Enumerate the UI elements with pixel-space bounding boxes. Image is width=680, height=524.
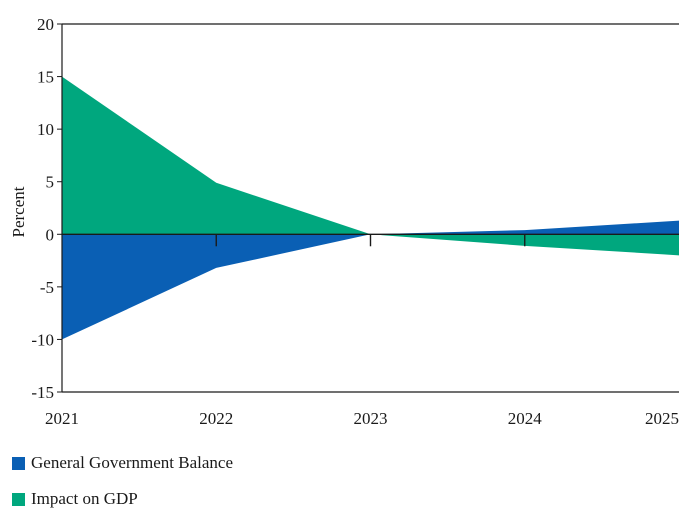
- y-tick-label: -5: [40, 278, 54, 297]
- y-tick-label: -15: [31, 383, 54, 402]
- y-tick-label: 15: [37, 68, 54, 87]
- x-tick-label: 2024: [508, 409, 543, 428]
- legend-label: Impact on GDP: [31, 489, 138, 508]
- x-tick-label: 2023: [354, 409, 388, 428]
- legend-swatch: [12, 492, 25, 506]
- x-axis: 2021 2022 2023 2024 2025: [45, 234, 679, 428]
- area-impact-on-gdp: [62, 76, 679, 256]
- series-areas: [62, 76, 679, 340]
- x-tick-label: 2021: [45, 409, 79, 428]
- chart: 2021 2022 2023 2024 2025 -15 -10 -5 0 5 10 15 20 Pe…: [9, 15, 679, 428]
- y-axis: -15 -10 -5 0 5 10 15 20: [31, 15, 62, 402]
- y-axis-label: Percent: [9, 186, 28, 237]
- y-tick-label: 10: [37, 120, 54, 139]
- x-tick-label: 2022: [199, 409, 233, 428]
- y-tick-label: 5: [46, 173, 55, 192]
- y-tick-label: 20: [37, 15, 54, 34]
- legend-item-general-government-balance: General Government Balance: [12, 452, 233, 474]
- y-tick-label: 0: [46, 225, 55, 244]
- legend: General Government Balance Impact on GDP: [12, 452, 233, 524]
- legend-label: General Government Balance: [31, 453, 234, 472]
- area-general-government-balance: [62, 220, 679, 340]
- legend-swatch: [12, 456, 25, 470]
- x-tick-label: 2025: [645, 409, 679, 428]
- y-tick-label: -10: [31, 330, 54, 349]
- legend-item-impact-on-gdp: Impact on GDP: [12, 488, 233, 510]
